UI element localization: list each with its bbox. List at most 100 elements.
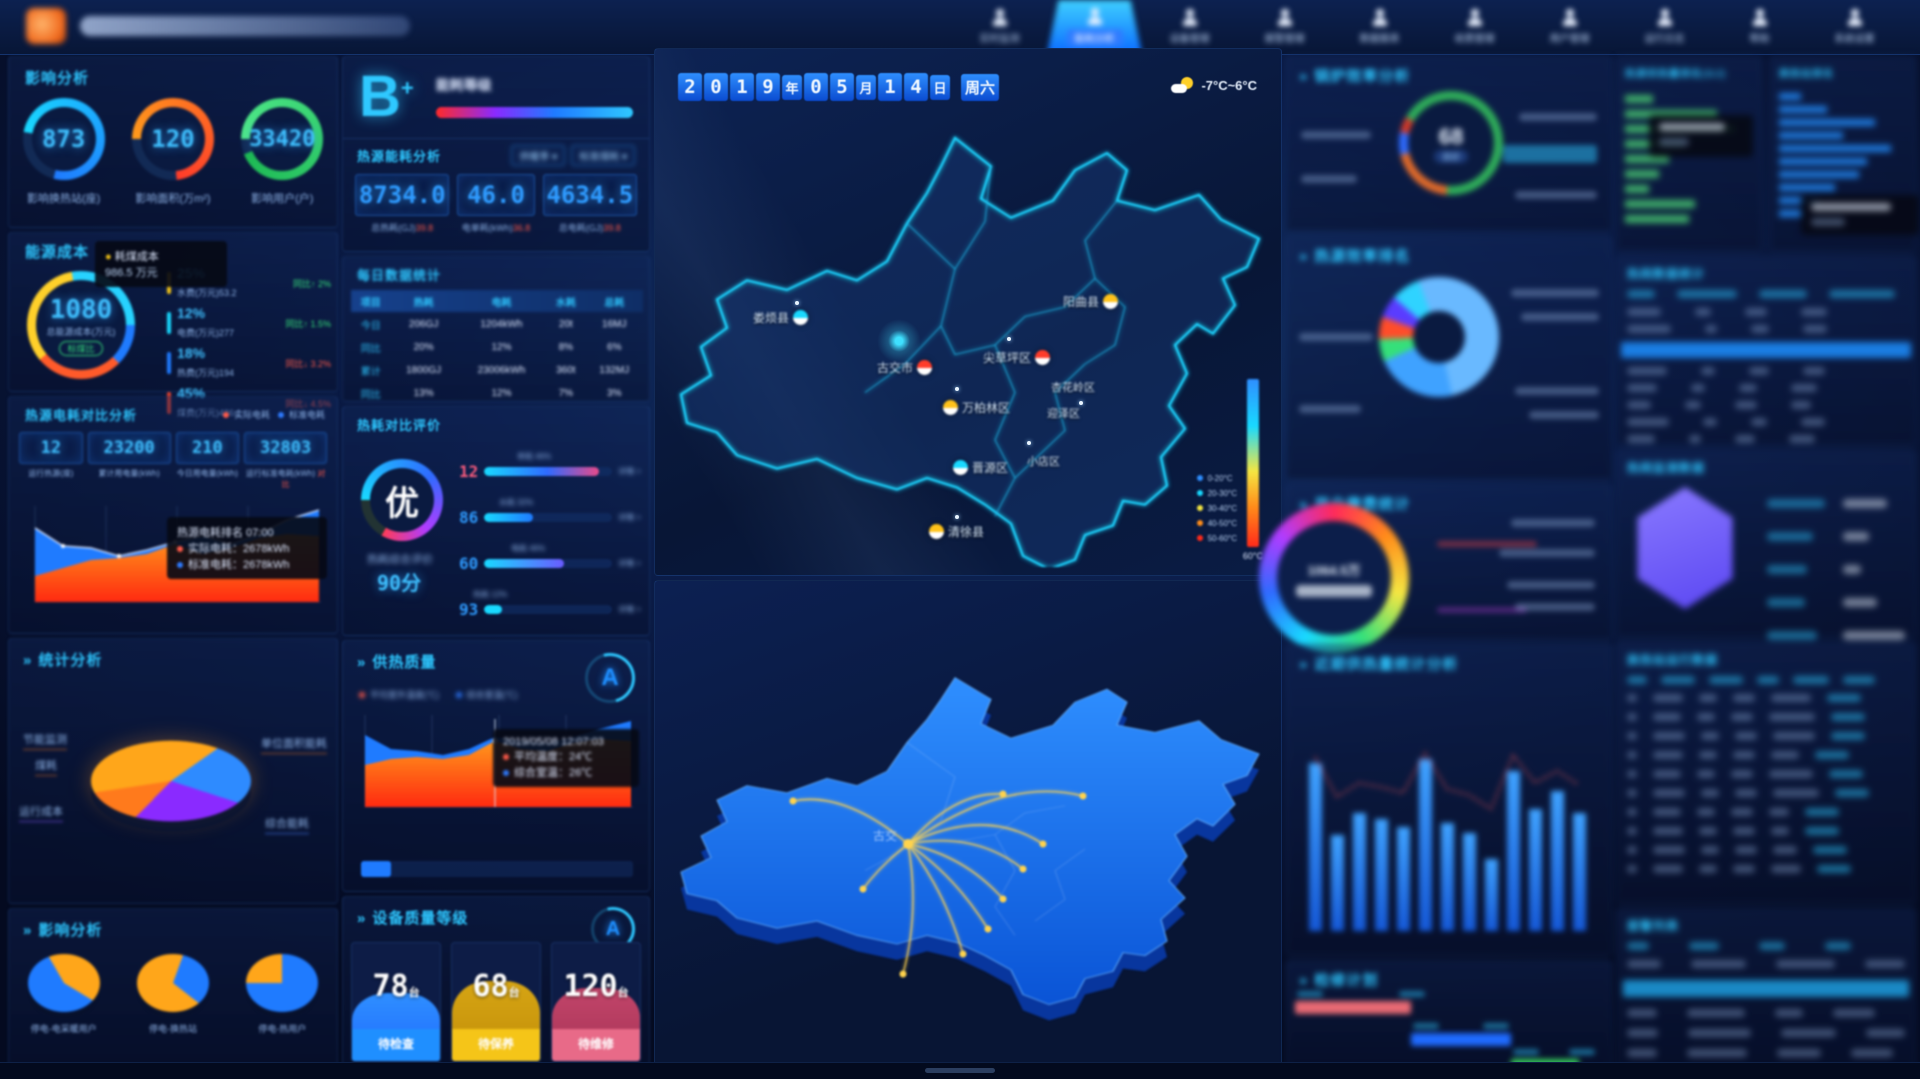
legend-actual: 实际电耗 <box>222 408 270 421</box>
legend-row: 18% 热费(万元)194 同比↓ 3.2% <box>167 345 331 381</box>
table-row <box>1627 960 1905 968</box>
nav-item-3[interactable]: 报警管理 <box>1237 0 1332 54</box>
panel-title: » 近期供热量统计分析 <box>1299 656 1459 673</box>
user-icon <box>1276 9 1294 27</box>
panel-heat-quality: » 供热质量 A 平均室外温度(℃) 综合室温(℃) 2019/05/08 12:… <box>342 640 650 892</box>
weather-marker-icon <box>793 310 809 325</box>
table-row <box>1627 751 1905 759</box>
map-3d <box>680 677 1260 1021</box>
detail-link[interactable]: 详情 > <box>618 467 641 476</box>
nav-item-0[interactable]: 实时监测 <box>952 0 1047 54</box>
detail-link[interactable]: 详情 > <box>618 605 641 614</box>
stat-value: 8734.0 <box>358 181 446 209</box>
district-loufan[interactable]: 娄烦县 <box>753 309 809 326</box>
kv-row <box>1767 594 1905 612</box>
legend-row: 12% 电费(万元)277 同比↑ 1.5% <box>167 305 331 341</box>
mini-pie: 停电-电采暖用户 <box>27 954 100 1035</box>
user-icon <box>1086 8 1104 26</box>
table-row <box>1627 713 1905 721</box>
table-row <box>1627 418 1905 426</box>
panel-title: » 热源效率排名 <box>1299 248 1411 265</box>
season-select[interactable]: 供暖季 ▾ <box>511 145 566 166</box>
panel-daily-table: 每日数据统计 项目 热耗 电耗 水耗 总耗 今日 206GJ 1204kWh 20t 16MJ … <box>342 256 650 402</box>
weather-marker-icon <box>943 400 958 415</box>
user-icon <box>1561 9 1579 27</box>
detail-link[interactable]: 详情 > <box>618 559 641 568</box>
panel-energy-grade: B+ 能耗等级 热源能耗分析 供暖季 ▾ 标准煤耗 ▾ 8734.0 总热耗(G… <box>342 56 650 252</box>
nav-item-6[interactable]: 用户管理 <box>1522 0 1617 54</box>
temperature-range: -7°C~6°C <box>1201 77 1257 93</box>
bar-chart <box>1309 721 1586 931</box>
district-yingze[interactable]: 迎泽区 <box>1047 408 1080 420</box>
score-value: 90分 <box>377 571 422 595</box>
detail-link[interactable]: 详情 > <box>618 513 641 522</box>
nav-item-7[interactable]: 运行日志 <box>1617 0 1712 54</box>
nav-item-1-active[interactable]: 能耗分析 <box>1047 0 1142 54</box>
nav-label: 设备管理 <box>1169 34 1210 45</box>
user-icon <box>1846 9 1864 27</box>
table-row-highlighted[interactable] <box>1623 980 1909 997</box>
kv-row <box>1767 528 1905 546</box>
metric-select[interactable]: 标准煤耗 ▾ <box>571 145 635 166</box>
kv-row <box>1767 561 1905 579</box>
legend-item: 0-20°C <box>1196 471 1237 486</box>
gantt-bar-red <box>1295 1001 1411 1014</box>
district-xinghualing[interactable]: 杏花岭区 <box>1051 382 1095 394</box>
hexagon <box>1637 487 1733 609</box>
rainbow-ring: 1064.5万 <box>1259 503 1409 653</box>
glow-dot <box>877 319 921 363</box>
table-row <box>1627 808 1905 816</box>
nav-item-4[interactable]: 数据报表 <box>1332 0 1427 54</box>
chart-tooltip <box>1649 115 1753 157</box>
table-row-highlighted[interactable] <box>1621 342 1911 358</box>
ring-value: 33420 <box>249 126 316 152</box>
device-card-maintain: 68台 待保养 <box>451 942 541 1062</box>
panel-title: 换热站排名 <box>1779 69 1834 80</box>
district-xiaodian[interactable]: 小店区 <box>1027 456 1060 468</box>
stat-label: 运行热源(座) <box>28 469 74 478</box>
district-wanbailin[interactable]: 万柏林区 <box>943 399 1010 416</box>
table-row <box>1627 732 1905 740</box>
panel-station-ranking: 换热站排名 <box>1770 56 1919 252</box>
district-jinyuan[interactable]: 晋源区 <box>953 459 1008 476</box>
nav-item-8[interactable]: 帮助 <box>1712 0 1807 54</box>
gauge-value: 1080 <box>49 294 113 325</box>
stat-value: 4634.5 <box>546 181 634 209</box>
nav-item-9[interactable]: 系统设置 <box>1807 0 1902 54</box>
panel-maintenance-gantt: » 检修计划 <box>1286 960 1612 1072</box>
panel-source-ranking: » 热源效率排名 <box>1286 236 1612 480</box>
district-gujiao[interactable]: 古交市 <box>877 359 933 376</box>
gauge-badge: 标煤比 <box>59 340 103 356</box>
panel-power-compare: 热源电耗对比分析 实际电耗 标准电耗 12 运行热源(座) 23200 累计用电… <box>8 396 338 634</box>
temp-max-label: 60°C <box>1242 551 1263 561</box>
chart-scrollbar[interactable] <box>361 861 633 877</box>
nav-label: 帮助 <box>1749 34 1770 45</box>
grade-ring: 优 <box>361 459 443 541</box>
legend-item: 50-60°C <box>1196 531 1237 546</box>
table-row: 同比 13% 12% 7% 3% <box>360 387 622 401</box>
ring-value: 873 <box>41 125 86 153</box>
stat-label: 累计用电量(kWh) <box>98 469 160 478</box>
table-row <box>1627 401 1905 409</box>
panel-title: » 统计分析 <box>23 652 103 669</box>
nav-item-2[interactable]: 设备管理 <box>1142 0 1237 54</box>
user-icon <box>1656 9 1674 27</box>
stat-value: 210 <box>191 438 223 458</box>
table-row: 累计 1800GJ 23006kWh 360t 132MJ <box>360 364 630 378</box>
scrollbar-thumb[interactable] <box>361 861 391 877</box>
table-row <box>1627 308 1905 316</box>
panel-station-data-table: 换热站运行数据 <box>1616 642 1916 904</box>
panel-impact-rings: 影响分析 873 影响换热站(座) 120 影响面积(万m²) 33420 <box>8 56 338 228</box>
nav-label: 能耗分析 <box>1066 29 1123 46</box>
nav-label: 收费管理 <box>1454 34 1495 45</box>
ring-stations: 873 影响换热站(座) <box>22 98 105 206</box>
district-jiancaoping[interactable]: 尖草坪区 <box>983 349 1051 366</box>
weather-marker-icon <box>953 460 968 475</box>
table-row <box>1627 827 1905 835</box>
nav-item-5[interactable]: 收费管理 <box>1427 0 1522 54</box>
district-yangqu[interactable]: 阳曲县 <box>1063 293 1119 310</box>
district-qingxu[interactable]: 清徐县 <box>929 523 984 540</box>
panel-title: 热源电耗对比分析 <box>25 408 138 423</box>
pie-callout: 煤耗 <box>35 757 57 776</box>
ring-value: 120 <box>151 125 195 153</box>
